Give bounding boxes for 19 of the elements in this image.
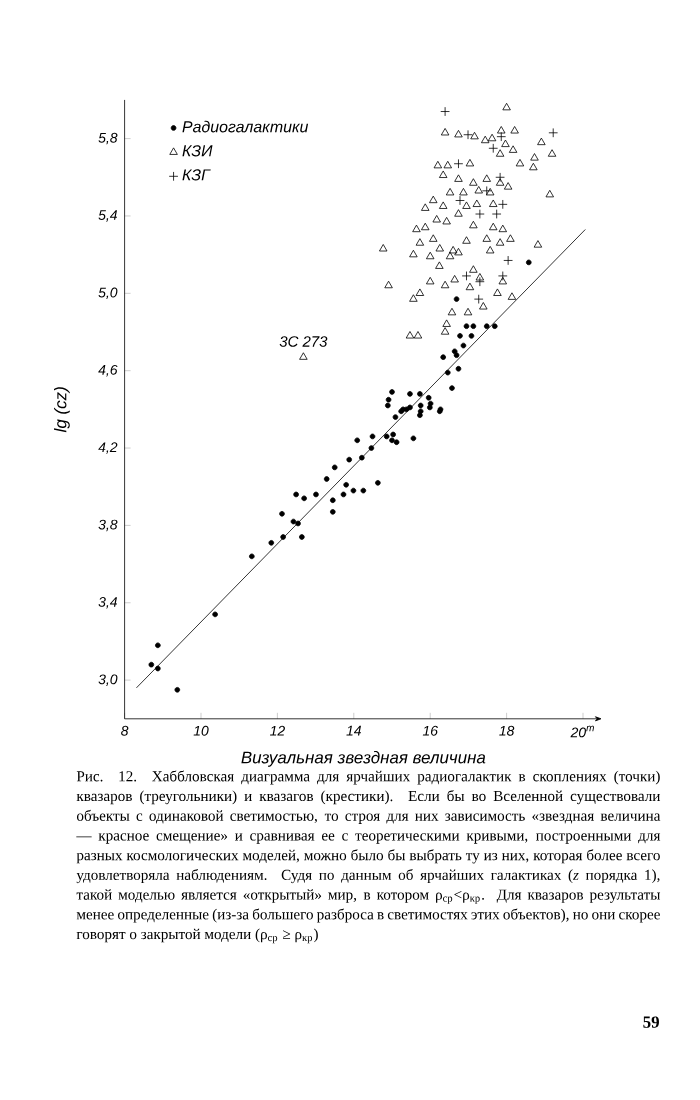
point (455, 195, 465, 206)
point (548, 128, 558, 138)
point (475, 276, 485, 287)
point (473, 294, 484, 304)
point (488, 143, 499, 154)
point (440, 106, 450, 117)
point (496, 131, 507, 142)
point (491, 209, 502, 219)
point (495, 172, 505, 183)
point (453, 158, 464, 169)
y-axis-title: lg (cz) (54, 387, 70, 433)
point (481, 186, 492, 196)
point (498, 199, 508, 210)
point (503, 255, 513, 266)
x-axis-title: Визуальная звездная величина (241, 751, 486, 767)
point (463, 129, 473, 140)
point (498, 271, 508, 281)
text: 59 (643, 1016, 659, 1028)
point (475, 209, 485, 219)
